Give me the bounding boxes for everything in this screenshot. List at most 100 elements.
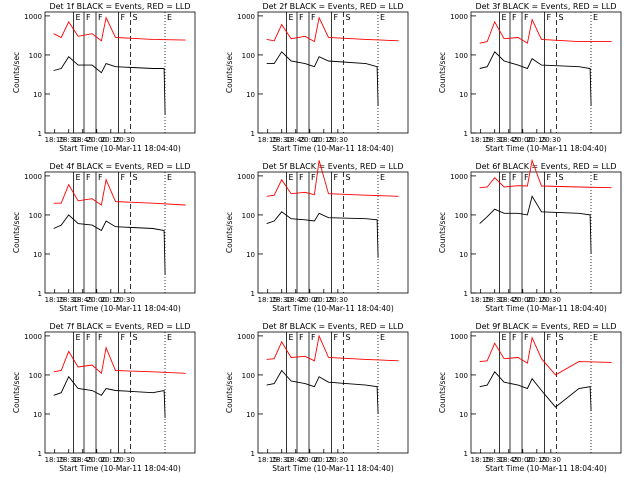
x-tick-label: 20:00 <box>300 296 320 304</box>
y-axis-label: Counts/sec <box>438 372 447 413</box>
y-tick-label: 1000 <box>237 333 255 341</box>
y-tick-label: 10 <box>459 251 468 259</box>
y-tick-label: 1000 <box>237 13 255 21</box>
series-line <box>479 195 592 255</box>
x-axis-label: Start Time (10-Mar-11 18:04:40) <box>485 144 607 153</box>
x-tick-label: 18:30 <box>485 296 505 304</box>
x-axis-label: Start Time (10-Mar-11 18:04:40) <box>272 144 394 153</box>
y-axis-label: Counts/sec <box>12 372 21 413</box>
event-marker-label: F <box>512 333 517 342</box>
x-tick-label: 20:00 <box>300 136 320 144</box>
x-tick-label: 18:45 <box>73 456 93 464</box>
chart-panel: Det 7f BLACK = Events, RED = LLD 1 10 100 10… <box>12 322 196 473</box>
x-axis-label: Start Time (10-Mar-11 18:04:40) <box>485 464 607 473</box>
event-marker-label: E <box>380 173 385 182</box>
y-axis-label: Counts/sec <box>225 372 234 413</box>
chart-title: Det 1f BLACK = Events, RED = LLD <box>49 2 190 11</box>
x-axis-label: Start Time (10-Mar-11 18:04:40) <box>272 304 394 313</box>
event-marker-label: E <box>502 333 507 342</box>
x-tick-label: 20:15 <box>314 136 334 144</box>
x-tick-label: 18:30 <box>59 456 79 464</box>
x-axis-label: Start Time (10-Mar-11 18:04:40) <box>272 464 394 473</box>
plot-frame <box>470 11 622 134</box>
y-tick-label: 1000 <box>24 173 42 181</box>
series-line <box>479 18 612 44</box>
event-marker-label: F <box>86 13 91 22</box>
y-tick-label: 10 <box>246 411 255 419</box>
x-tick-label: 18:45 <box>286 136 306 144</box>
chart-title: Det 4f BLACK = Events, RED = LLD <box>49 162 190 171</box>
x-tick-label: 20:00 <box>300 456 320 464</box>
plot-frame <box>470 171 622 294</box>
series-line <box>266 369 379 415</box>
x-tick-label: 20:00 <box>87 456 107 464</box>
x-tick-label: 18:30 <box>272 136 292 144</box>
y-tick-label: 10 <box>33 251 42 259</box>
y-tick-label: 100 <box>455 212 468 220</box>
event-marker-label: F <box>547 333 552 342</box>
event-marker-label: F <box>121 333 126 342</box>
event-marker-label: F <box>524 333 529 342</box>
event-marker-label: E <box>167 333 172 342</box>
x-axis-label: Start Time (10-Mar-11 18:04:40) <box>59 304 181 313</box>
chart-title: Det 6f BLACK = Events, RED = LLD <box>475 162 616 171</box>
chart-panel: Det 9f BLACK = Events, RED = LLD 1 10 100 10… <box>438 322 622 473</box>
event-marker-label: E <box>76 173 81 182</box>
y-tick-label: 100 <box>455 372 468 380</box>
event-marker-label: F <box>86 173 91 182</box>
event-marker-label: E <box>76 13 81 22</box>
x-tick-label: 18:15 <box>258 296 278 304</box>
x-tick-label: 20:15 <box>101 296 121 304</box>
y-tick-label: 10 <box>33 91 42 99</box>
plot-frame <box>257 331 409 454</box>
chart-title: Det 8f BLACK = Events, RED = LLD <box>262 322 403 331</box>
x-tick-label: 18:15 <box>471 296 491 304</box>
event-marker-label: F <box>334 13 339 22</box>
y-axis-label: Counts/sec <box>12 212 21 253</box>
chart-panel: Det 4f BLACK = Events, RED = LLD 1 10 100 10… <box>12 162 196 313</box>
event-marker-label: S <box>133 13 138 22</box>
event-marker-label: E <box>76 333 81 342</box>
x-tick-label: 18:30 <box>485 456 505 464</box>
x-tick-label: 20:30 <box>328 296 348 304</box>
x-tick-label: 18:45 <box>286 296 306 304</box>
x-tick-label: 18:45 <box>499 136 519 144</box>
x-axis-label: Start Time (10-Mar-11 18:04:40) <box>485 304 607 313</box>
event-marker-label: F <box>86 333 91 342</box>
x-tick-label: 18:45 <box>499 296 519 304</box>
event-marker-label: E <box>502 173 507 182</box>
x-tick-label: 20:15 <box>527 456 547 464</box>
x-tick-label: 18:15 <box>471 456 491 464</box>
y-tick-label: 1000 <box>450 173 468 181</box>
x-tick-label: 18:45 <box>499 456 519 464</box>
y-tick-label: 100 <box>455 52 468 60</box>
y-tick-label: 10 <box>33 411 42 419</box>
plot-frame <box>44 171 196 294</box>
event-marker-label: S <box>559 13 564 22</box>
y-tick-label: 1000 <box>450 333 468 341</box>
y-tick-label: 100 <box>242 52 255 60</box>
series-line <box>479 51 592 106</box>
x-tick-label: 20:30 <box>115 296 135 304</box>
event-marker-label: E <box>502 13 507 22</box>
x-tick-label: 20:30 <box>115 136 135 144</box>
y-tick-label: 1 <box>38 450 42 458</box>
event-marker-label: E <box>593 173 598 182</box>
plot-frame <box>257 171 409 294</box>
x-tick-label: 20:30 <box>115 456 135 464</box>
event-marker-label: E <box>167 173 172 182</box>
series-line <box>479 371 592 411</box>
x-tick-label: 20:30 <box>541 456 561 464</box>
x-tick-label: 20:00 <box>87 296 107 304</box>
series-line <box>266 334 399 362</box>
y-axis-label: Counts/sec <box>225 52 234 93</box>
event-marker-label: F <box>512 173 517 182</box>
event-marker-label: F <box>524 173 529 182</box>
event-marker-label: E <box>593 13 598 22</box>
y-tick-label: 1 <box>251 450 255 458</box>
chart-title: Det 3f BLACK = Events, RED = LLD <box>475 2 616 11</box>
y-tick-label: 1 <box>464 130 468 138</box>
x-tick-label: 18:15 <box>258 456 278 464</box>
x-tick-label: 20:15 <box>101 456 121 464</box>
